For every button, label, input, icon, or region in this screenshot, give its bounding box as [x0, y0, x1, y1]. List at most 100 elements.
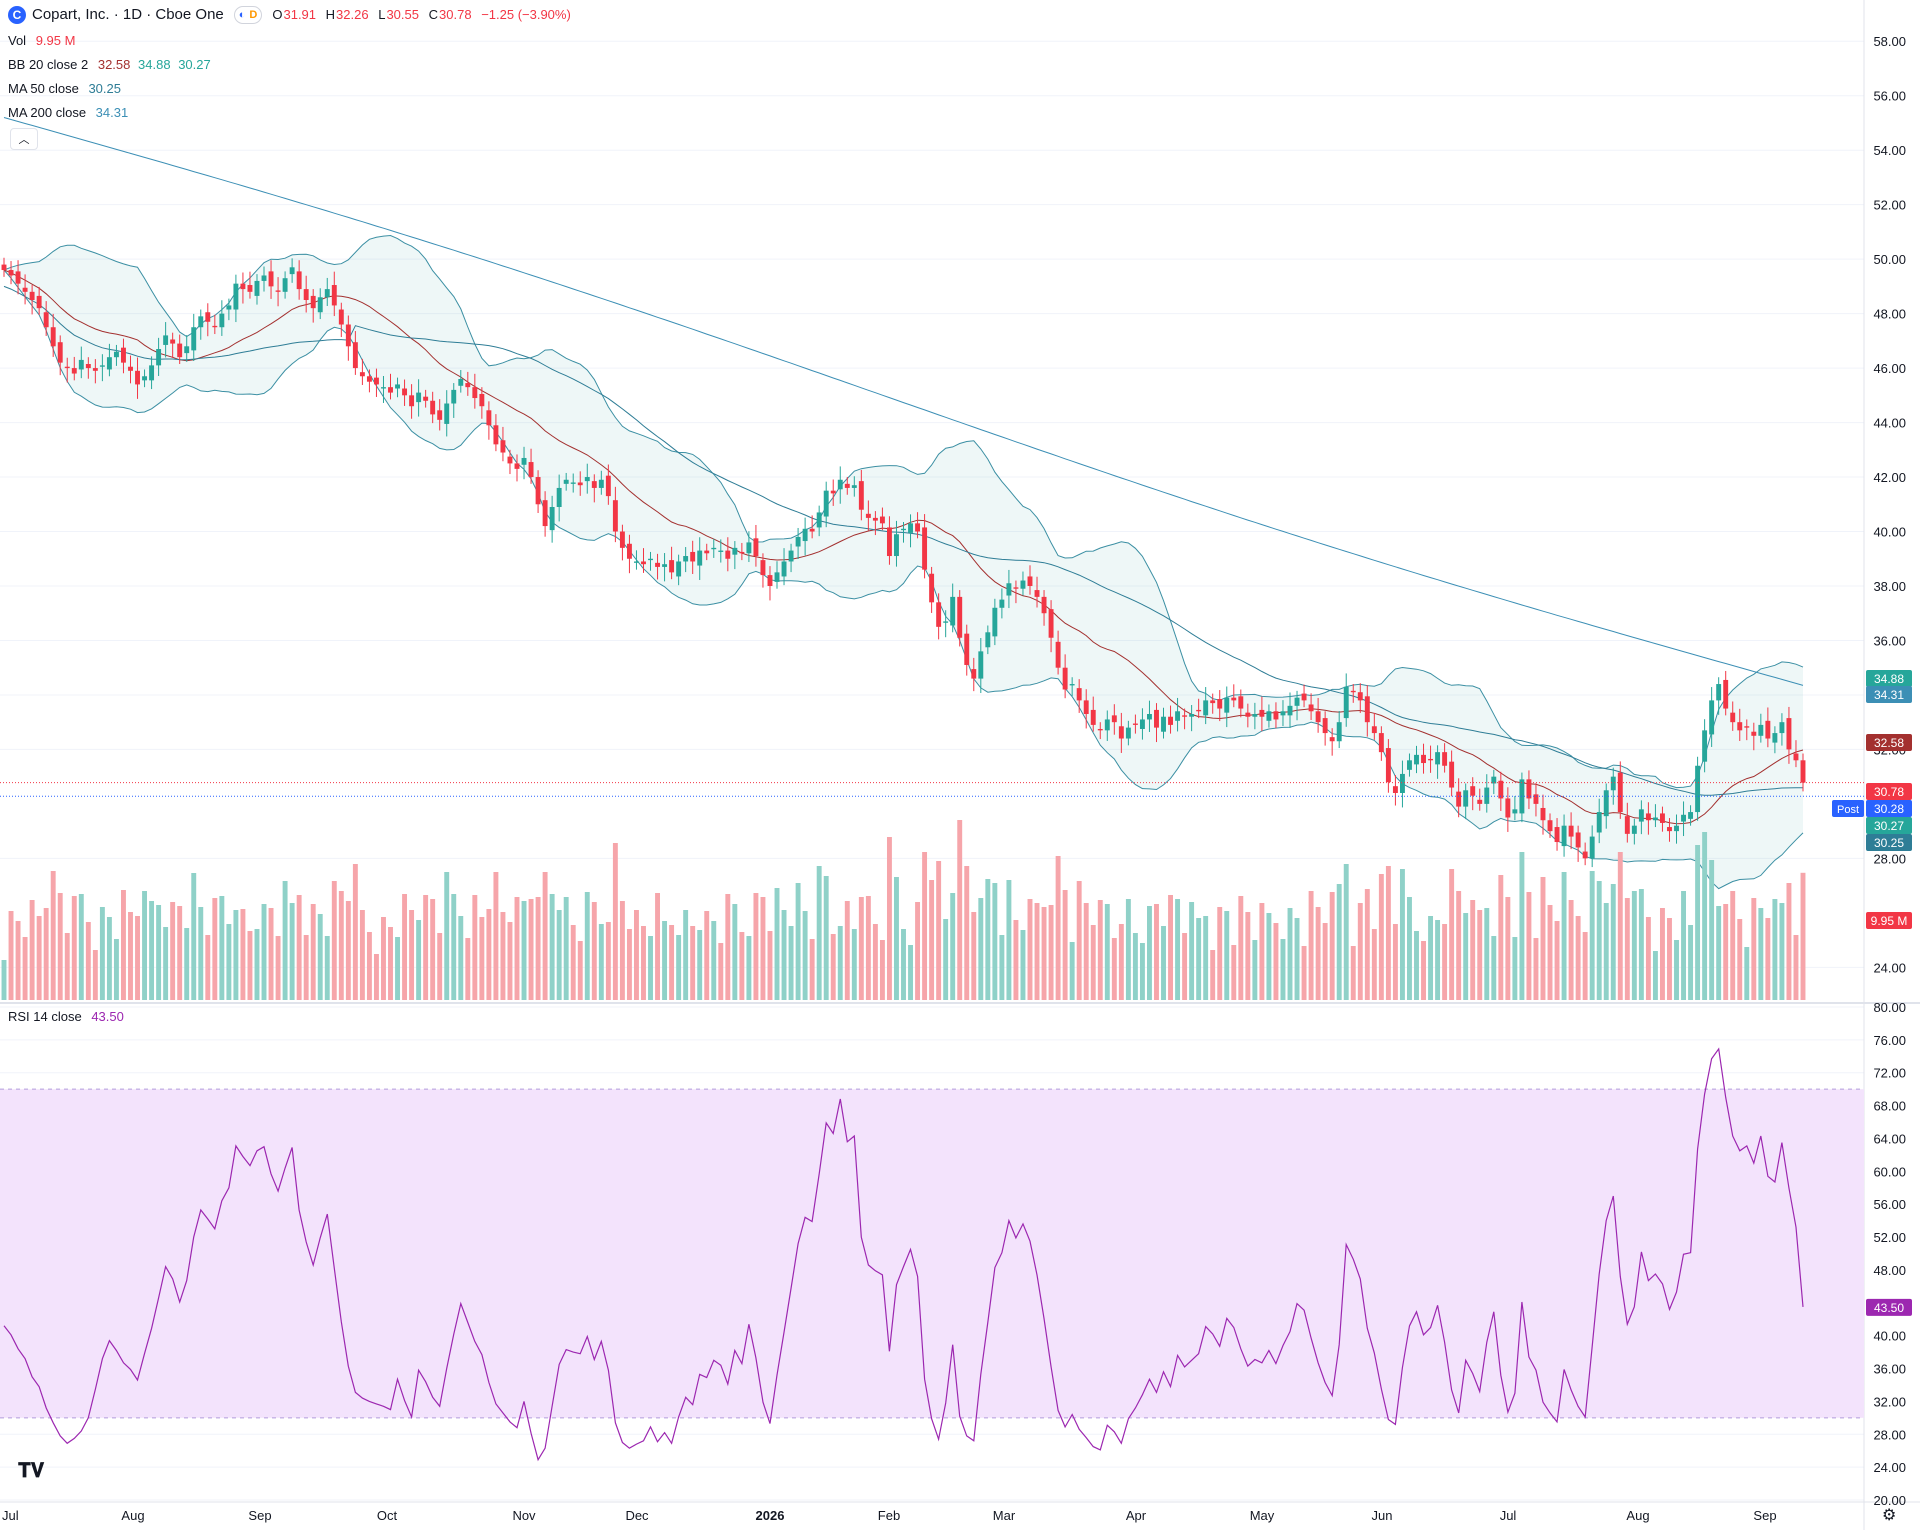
volume-bar: [71, 896, 77, 1000]
volume-bar: [430, 899, 436, 1000]
candle-body: [205, 312, 211, 322]
ma200-legend[interactable]: MA 200 close 34.31: [8, 102, 132, 124]
gear-icon[interactable]: ⚙: [1882, 1507, 1897, 1524]
ma200-label: 34.31: [1874, 688, 1904, 702]
volume-bar: [1610, 884, 1616, 1000]
volume-bar: [1399, 869, 1405, 1000]
candle-body: [1800, 760, 1806, 783]
candle-body: [690, 551, 696, 562]
volume-bar: [781, 910, 787, 1000]
candle-body: [50, 327, 56, 347]
candle-body: [359, 372, 365, 377]
volume-bar: [128, 912, 133, 1000]
rsi-legend[interactable]: RSI 14 close 43.50: [8, 1006, 128, 1028]
volume-bar: [992, 883, 998, 1000]
rsi-line: [3, 1047, 1804, 1462]
candle-body: [430, 400, 436, 415]
candle-body: [683, 556, 689, 562]
candle-body: [1118, 726, 1124, 739]
session-pill[interactable]: ◐ D: [233, 6, 263, 24]
tradingview-logo-icon[interactable]: 𝐓𝐕: [18, 1460, 45, 1482]
candle-body: [704, 550, 710, 554]
volume-bar: [507, 922, 513, 1000]
candle-body: [388, 387, 393, 393]
candle-body: [1196, 709, 1202, 712]
volume-bar: [837, 926, 843, 1000]
volume-bar: [1596, 881, 1602, 1000]
candle-body: [992, 607, 998, 637]
rsi-tick-label: 56.00: [1873, 1197, 1906, 1212]
high-label: H: [325, 7, 336, 22]
rsi-tick-label: 64.00: [1873, 1131, 1906, 1146]
volume-bar: [1006, 880, 1012, 1000]
candle-body: [1161, 716, 1166, 732]
bb-legend[interactable]: BB 20 close 2 32.58 34.88 30.27: [8, 54, 215, 76]
candle-body: [1596, 812, 1602, 833]
volume-bar: [739, 932, 745, 1000]
volume-bar: [978, 898, 984, 1000]
volume-bar: [858, 897, 864, 1000]
time-axis-label: Feb: [878, 1508, 900, 1523]
price-tick-label: 58.00: [1873, 34, 1906, 49]
symbol-title[interactable]: Copart, Inc. · 1D · Cboe One: [32, 6, 224, 23]
volume-bar: [233, 910, 239, 1000]
candle-body: [1730, 712, 1736, 723]
candle-body: [8, 270, 14, 276]
volume-bar: [1758, 908, 1764, 1000]
volume-bar: [437, 933, 443, 1000]
volume-bar: [1315, 907, 1321, 1000]
price-tick-label: 42.00: [1873, 470, 1906, 485]
price-tick-label: 56.00: [1873, 89, 1906, 104]
volume-bar: [1477, 910, 1483, 1000]
rsi-tick-label: 20.00: [1873, 1493, 1906, 1508]
candle-body: [247, 285, 253, 292]
volume-bar: [1224, 911, 1230, 1000]
volume-bar: [1702, 832, 1708, 1000]
candle-body: [739, 551, 745, 554]
volume-bar: [1273, 923, 1279, 1000]
candle-body: [268, 271, 274, 287]
candle-body: [465, 383, 471, 388]
volume-bar: [1786, 883, 1792, 1000]
candle-body: [971, 669, 977, 679]
candle-body: [767, 575, 773, 586]
ma50-label-bg: [1866, 834, 1912, 851]
time-axis-label: Aug: [1626, 1508, 1649, 1523]
volume-bar: [1266, 913, 1272, 1000]
bb-basis-value: 32.58: [97, 57, 131, 72]
candle-body: [753, 538, 759, 557]
candle-body: [233, 283, 239, 310]
volume-bar: [310, 904, 316, 1000]
volume-bar: [388, 927, 393, 1000]
time-axis-label: Jul: [2, 1508, 19, 1523]
volume-bar: [198, 907, 204, 1000]
delay-badge: D: [249, 9, 258, 21]
candle-body: [184, 346, 190, 354]
candle-body: [1245, 712, 1251, 717]
candle-body: [345, 324, 351, 347]
candle-body: [1631, 825, 1637, 834]
volume-bar: [1652, 951, 1658, 1000]
candle-body: [1182, 715, 1188, 717]
volume-bar: [823, 876, 829, 1000]
volume-bar: [57, 893, 63, 1000]
volume-legend[interactable]: Vol 9.95 M: [8, 30, 79, 52]
bb-upper-line: [3, 234, 1804, 789]
candle-body: [331, 285, 337, 306]
time-axis-label: 2026: [756, 1508, 785, 1523]
rsi-tick-label: 52.00: [1873, 1230, 1906, 1245]
low-value: 30.55: [386, 7, 419, 22]
price-tick-label: 38.00: [1873, 579, 1906, 594]
ma50-legend[interactable]: MA 50 close 30.25: [8, 78, 125, 100]
candle-body: [1034, 590, 1040, 597]
candle-body: [500, 440, 506, 453]
volume-bar: [1716, 906, 1722, 1000]
candle-body: [1737, 722, 1743, 731]
volume-bar: [373, 954, 379, 1000]
candle-body: [1343, 686, 1349, 719]
volume-bar: [746, 936, 752, 1000]
volume-bar: [36, 916, 42, 1000]
candle-body: [746, 542, 752, 554]
collapse-legend-button[interactable]: ︿: [10, 128, 38, 150]
